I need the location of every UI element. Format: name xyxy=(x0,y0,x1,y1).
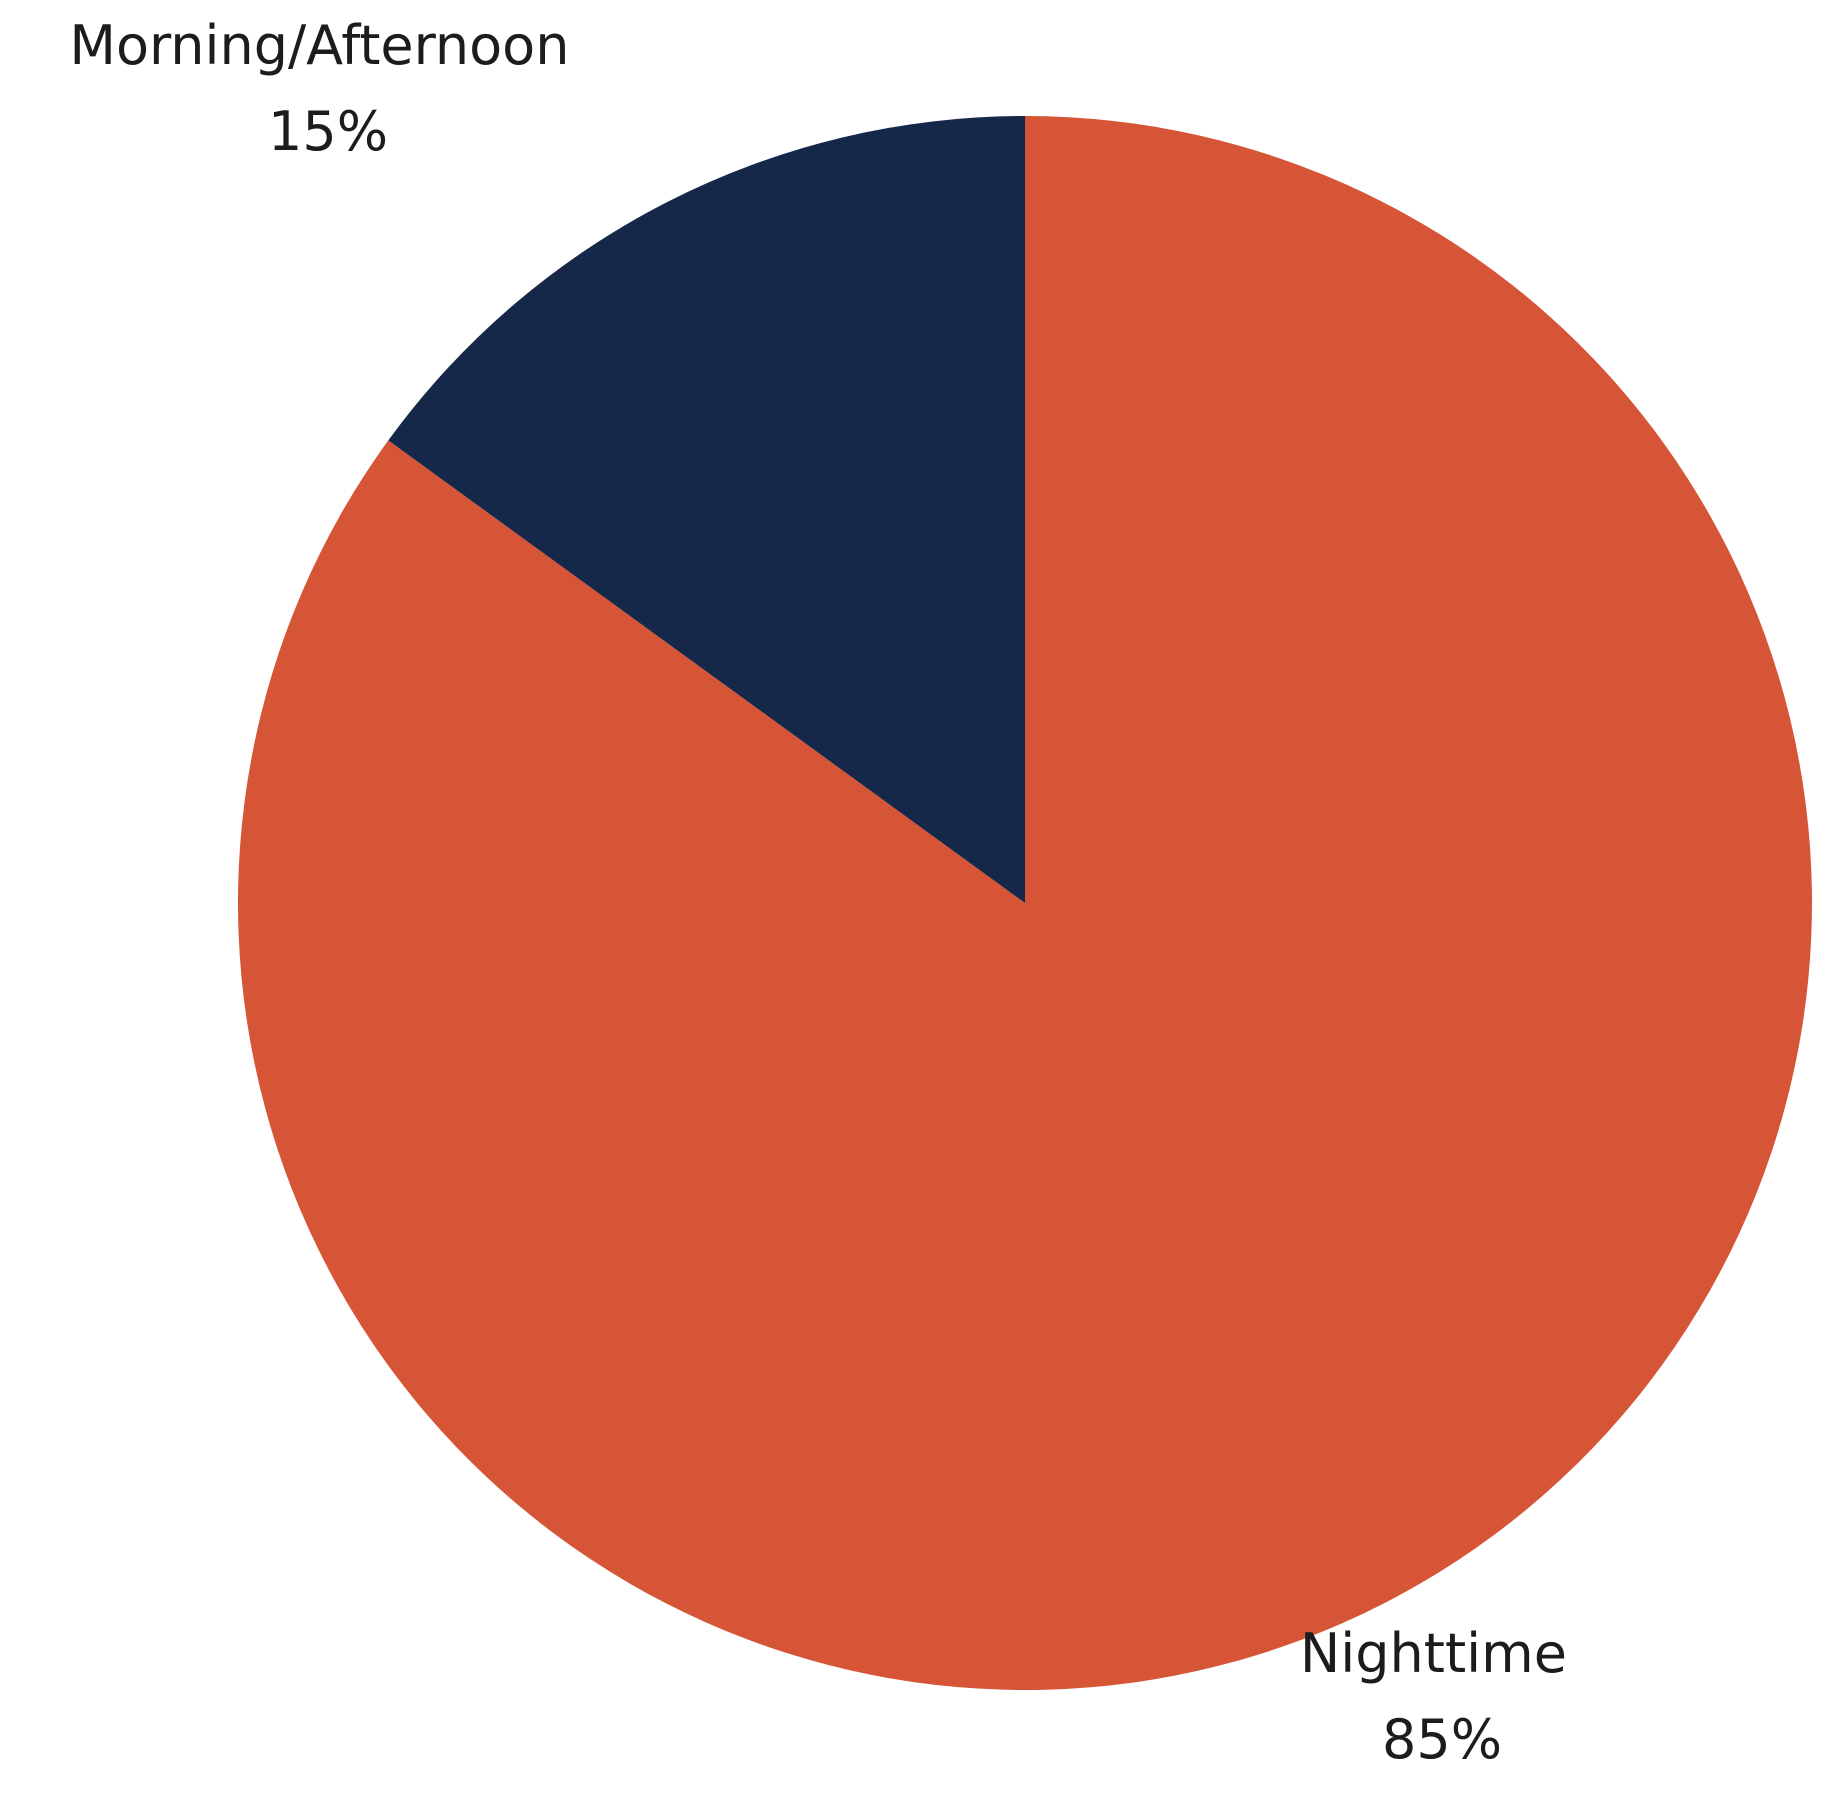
pie-slice-nighttime xyxy=(237,116,1812,1690)
slice-value-morning-afternoon: 15% xyxy=(268,100,388,163)
slice-name-morning-afternoon: Morning/Afternoon xyxy=(69,14,569,77)
pie-slices xyxy=(237,116,1812,1690)
slice-name-nighttime: Nighttime xyxy=(1300,1622,1567,1685)
slice-label-morning-afternoon: Morning/Afternoon 15% xyxy=(69,14,586,163)
pie-slice-morning-afternoon xyxy=(388,116,1025,903)
slice-value-nighttime: 85% xyxy=(1382,1708,1502,1771)
slice-label-nighttime: Nighttime 85% xyxy=(1300,1622,1584,1771)
